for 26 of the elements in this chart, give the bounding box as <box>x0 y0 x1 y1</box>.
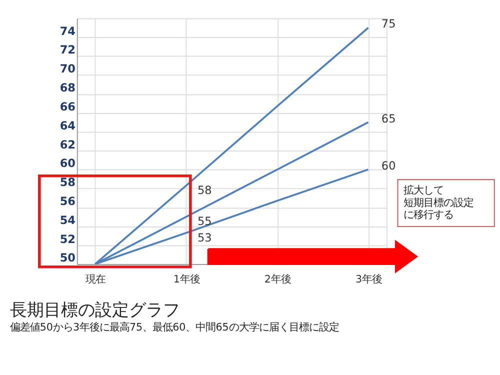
x-tick-label: 現在 <box>86 273 106 286</box>
text: 拡大して短期目標の設定に移行する <box>403 184 474 222</box>
y-tick-label: 70 <box>60 62 76 76</box>
y-tick-label: 64 <box>60 119 76 132</box>
data-label: 58 <box>197 184 212 198</box>
data-label: 75 <box>381 18 396 31</box>
data-label: 53 <box>197 231 212 244</box>
y-tick-label: 56 <box>60 194 76 208</box>
data-label: 55 <box>197 215 212 228</box>
x-tick-label: 3年後 <box>355 273 382 286</box>
y-tick-label: 58 <box>60 176 76 190</box>
y-tick-label: 52 <box>60 232 76 246</box>
data-label: 65 <box>381 112 396 126</box>
y-tick-label: 66 <box>60 100 76 114</box>
x-tick-label: 2年後 <box>264 273 291 286</box>
text: 偏差値50から3年後に最高75、最低60、中間65の大学に届く目標に設定 <box>10 322 339 334</box>
data-label: 60 <box>381 160 396 173</box>
y-tick-label: 74 <box>60 24 76 38</box>
y-tick-label: 50 <box>60 252 76 265</box>
y-tick-label: 62 <box>60 138 76 152</box>
y-tick-label: 68 <box>60 82 76 95</box>
y-tick-label: 60 <box>60 157 76 170</box>
text: 長期目標の設定グラフ <box>10 300 180 320</box>
y-tick-label: 72 <box>60 44 76 57</box>
x-tick-label: 1年後 <box>173 273 200 286</box>
y-tick-label: 54 <box>60 214 76 227</box>
